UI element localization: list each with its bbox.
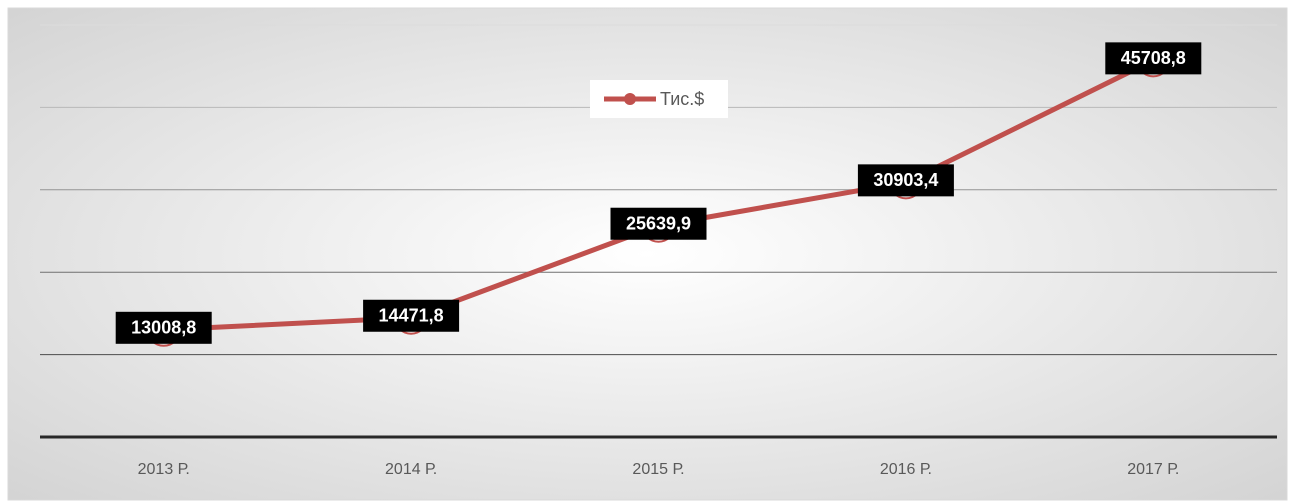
- x-tick-label: 2015 Р.: [632, 461, 684, 478]
- legend-label: Тис.$: [660, 89, 704, 109]
- x-tick-label: 2016 Р.: [880, 461, 932, 478]
- data-label: 13008,8: [115, 311, 212, 344]
- legend: Тис.$: [590, 80, 728, 118]
- legend-marker: [624, 93, 636, 105]
- data-label-text: 25639,9: [626, 213, 691, 233]
- x-tick-label: 2014 Р.: [385, 461, 437, 478]
- data-label-box: [115, 311, 212, 344]
- data-label: 25639,9: [610, 207, 707, 240]
- data-label-box: [857, 164, 954, 197]
- data-label: 30903,4: [857, 164, 954, 197]
- x-tick-label: 2017 Р.: [1127, 461, 1179, 478]
- data-label: 14471,8: [363, 299, 460, 332]
- data-label: 45708,8: [1105, 42, 1202, 75]
- x-tick-label: 2013 Р.: [138, 461, 190, 478]
- data-label-text: 13008,8: [131, 318, 196, 338]
- data-label-box: [363, 299, 460, 332]
- data-label-text: 14471,8: [379, 306, 444, 326]
- data-label-text: 45708,8: [1121, 48, 1186, 68]
- data-label-text: 30903,4: [873, 170, 938, 190]
- data-label-box: [610, 207, 707, 240]
- data-label-box: [1105, 42, 1202, 75]
